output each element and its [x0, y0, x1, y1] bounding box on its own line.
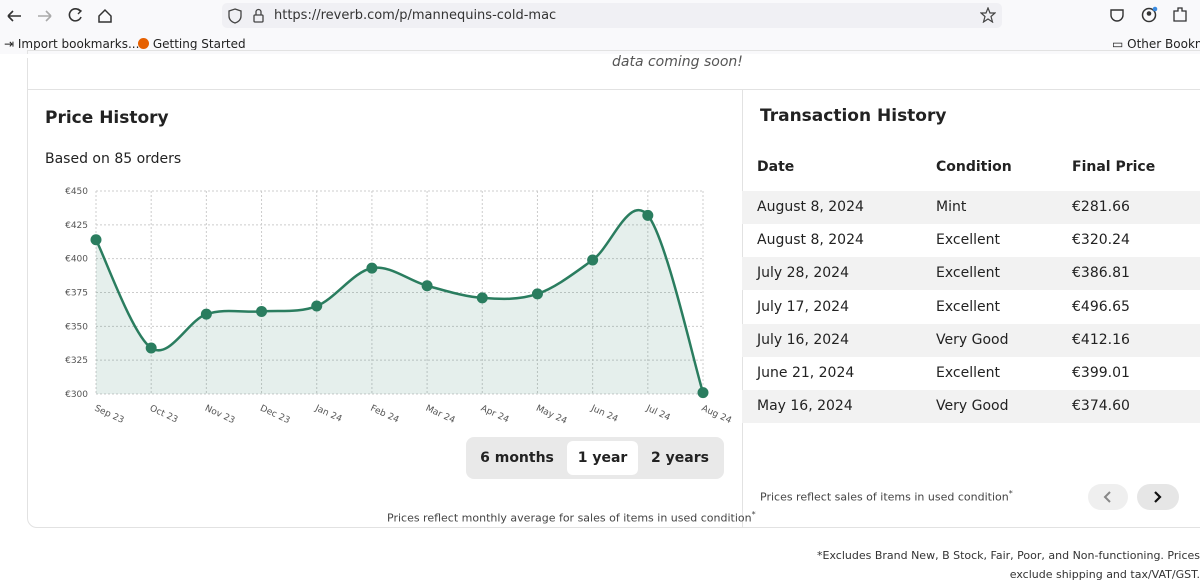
- cell: May 16, 2024: [757, 398, 853, 415]
- point: [311, 300, 323, 312]
- point: [256, 305, 268, 317]
- cell: €399.01: [1072, 365, 1130, 381]
- security-icons: [228, 8, 264, 24]
- disclaimer: *Excludes Brand New, B Stock, Fair, Poor…: [817, 549, 1200, 581]
- x-tick-label: Jan 24: [313, 403, 344, 425]
- footnote: Prices reflect monthly average for sales…: [387, 510, 756, 525]
- y-tick-label: €300: [65, 390, 88, 400]
- y-tick-label: €425: [65, 221, 88, 231]
- cell: Very Good: [936, 331, 1009, 348]
- divider: [742, 89, 743, 527]
- cell: July 28, 2024: [757, 265, 849, 282]
- bookmark[interactable]: ⇥ Import bookmarks...: [4, 37, 140, 51]
- x-tick-label: Aug 24: [700, 404, 733, 427]
- bookmark-label[interactable]: Other Bookmarks: [1127, 37, 1200, 51]
- point: [366, 262, 378, 274]
- divider: [27, 89, 1200, 90]
- cell: Excellent: [936, 298, 1000, 315]
- bookmark[interactable]: Getting Started: [138, 37, 246, 51]
- top-note: data coming soon!: [612, 54, 743, 70]
- next-button[interactable]: [1137, 484, 1179, 510]
- cell: €386.81: [1072, 265, 1130, 282]
- footnote-mark: *: [1008, 489, 1013, 498]
- cell: Mint: [936, 199, 967, 215]
- section-title: Price History: [45, 108, 169, 128]
- point: [200, 308, 212, 320]
- y-tick-label: €350: [65, 322, 88, 332]
- nav-icons[interactable]: [4, 6, 124, 26]
- x-tick-label: Oct 23: [148, 404, 179, 426]
- footnote-text: Prices reflect sales of items in used co…: [760, 490, 1009, 504]
- toolbar-icons[interactable]: [1108, 6, 1198, 24]
- cell: Excellent: [936, 265, 1000, 282]
- line: [94, 208, 705, 394]
- star-icon[interactable]: [980, 7, 996, 23]
- x-tick-label: Jun 24: [588, 403, 619, 425]
- x-tick-label: Nov 23: [203, 404, 236, 427]
- cell: July 16, 2024: [757, 331, 849, 348]
- y-tick-label: €400: [65, 255, 88, 265]
- cell: August 8, 2024: [757, 199, 864, 215]
- cell: June 21, 2024: [757, 365, 855, 381]
- point: [421, 280, 433, 292]
- row: July 28, 2024 Excellent €386.81: [742, 257, 1200, 291]
- column-header: Date: [757, 159, 795, 175]
- x-tick-label: Mar 24: [424, 404, 457, 426]
- x-tick-label: Feb 24: [369, 404, 401, 426]
- point: [697, 387, 709, 399]
- x-tick-label: Apr 24: [479, 404, 511, 426]
- cell: Very Good: [936, 398, 1009, 415]
- section-title: Transaction History: [760, 106, 947, 126]
- cell: July 17, 2024: [757, 298, 849, 315]
- bookmark-label[interactable]: Import bookmarks...: [17, 37, 140, 51]
- point: [476, 292, 488, 304]
- cell: €374.60: [1072, 398, 1130, 415]
- y-tick-label: €375: [65, 289, 88, 299]
- row: August 8, 2024 Mint €281.66: [742, 191, 1200, 224]
- row: July 17, 2024 Excellent €496.65: [742, 291, 1200, 324]
- column-header: Final Price: [1072, 159, 1156, 175]
- card: [27, 50, 1200, 528]
- point: [90, 234, 102, 246]
- range-button[interactable]: 1 year: [567, 441, 638, 475]
- point: [587, 254, 599, 266]
- x-tick-label: Dec 23: [258, 404, 291, 426]
- x-tick-label: May 24: [534, 404, 568, 427]
- row: June 21, 2024 Excellent €399.01: [742, 357, 1200, 390]
- url: https://reverb.com/p/mannequins-cold-mac: [274, 8, 557, 23]
- cell: €281.66: [1072, 199, 1130, 215]
- x-tick-label: Jul 24: [644, 403, 672, 423]
- row: August 8, 2024 Excellent €320.24: [742, 224, 1200, 257]
- x-tick-label: Sep 23: [93, 404, 126, 426]
- prev-button[interactable]: [1088, 484, 1128, 510]
- url-bar[interactable]: [222, 3, 1002, 28]
- mask: [0, 54, 1200, 58]
- range-button[interactable]: 6 months: [480, 450, 554, 466]
- row: July 16, 2024 Very Good €412.16: [742, 323, 1200, 357]
- bookmark-label[interactable]: Getting Started: [152, 37, 246, 51]
- footnote: Prices reflect sales of items in used co…: [760, 489, 1013, 504]
- cell: Excellent: [936, 232, 1000, 249]
- footnote-mark: *: [751, 510, 756, 519]
- cell: Excellent: [936, 365, 1000, 381]
- cell: August 8, 2024: [757, 232, 864, 249]
- cell: €496.65: [1072, 298, 1130, 315]
- point: [145, 342, 157, 354]
- row: May 16, 2024 Very Good €374.60: [742, 390, 1200, 424]
- range-button[interactable]: 2 years: [651, 450, 709, 466]
- point: [531, 288, 543, 300]
- cell: €320.24: [1072, 232, 1130, 249]
- cell: €412.16: [1072, 331, 1130, 348]
- column-header: Condition: [936, 159, 1012, 175]
- footnote-text: Prices reflect monthly average for sales…: [387, 511, 752, 525]
- point: [642, 209, 654, 221]
- subtitle: Based on 85 orders: [45, 151, 182, 167]
- row: Date Condition Final Price: [742, 151, 1200, 184]
- y-tick-label: €450: [65, 187, 88, 197]
- y-tick-label: €325: [65, 356, 88, 366]
- other-bookmarks[interactable]: ▭ Other Bookmarks: [1112, 37, 1200, 51]
- area: [96, 210, 703, 394]
